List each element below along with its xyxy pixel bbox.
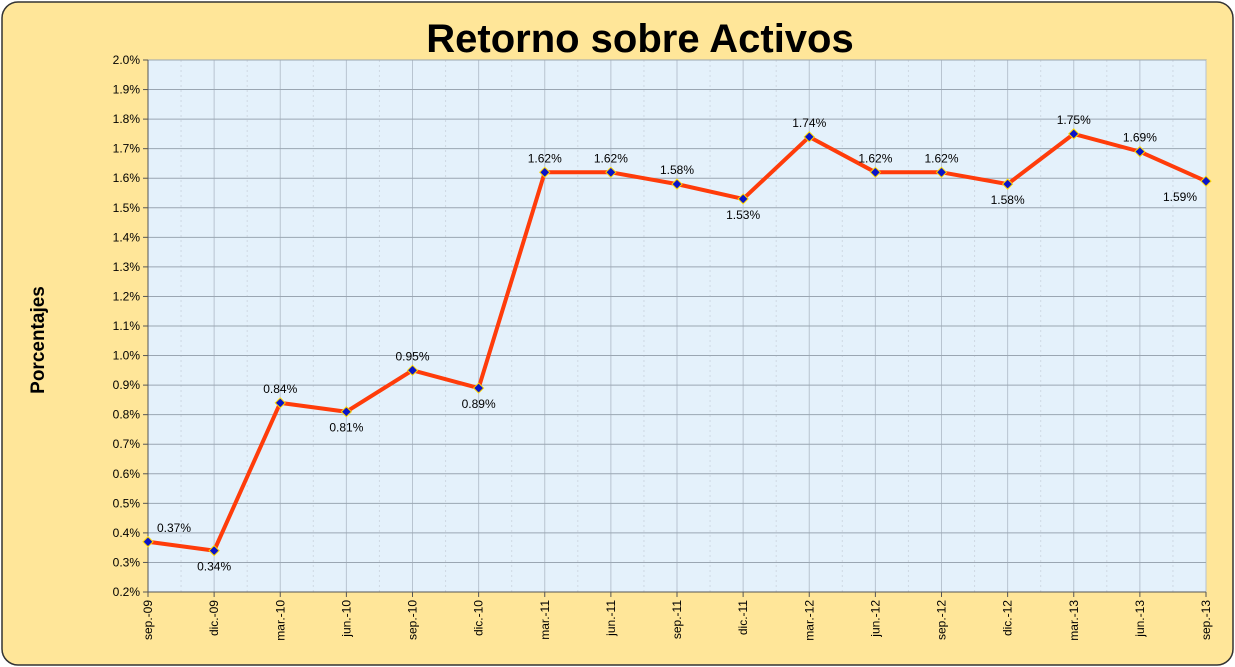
data-label: 1.62% (594, 151, 628, 165)
y-tick-label: 0.2% (113, 585, 141, 599)
data-label: 1.62% (858, 151, 892, 165)
y-tick-label: 0.3% (113, 555, 141, 569)
x-tick-label: jun.-11 (604, 600, 618, 637)
y-tick-label: 1.0% (113, 349, 141, 363)
data-label: 1.75% (1057, 113, 1091, 127)
chart-title: Retorno sobre Activos (426, 17, 853, 61)
data-marker (1001, 178, 1014, 190)
data-label: 0.37% (157, 521, 191, 535)
x-tick-label: sep.-11 (670, 600, 684, 639)
y-tick-label: 1.5% (113, 201, 141, 215)
data-label: 0.81% (329, 421, 363, 435)
data-marker (539, 166, 551, 179)
data-marker (340, 406, 353, 418)
y-tick-label: 0.8% (113, 408, 141, 422)
data-label: 0.34% (197, 560, 231, 574)
x-tick-label: sep.-09 (141, 600, 155, 640)
x-tick-label: dic.-11 (736, 600, 750, 635)
y-tick-label: 1.1% (113, 319, 141, 333)
y-tick-label: 0.9% (113, 378, 141, 392)
data-marker (671, 178, 683, 190)
data-label: 0.89% (462, 397, 496, 411)
y-axis-label: Porcentajes (28, 286, 49, 394)
data-label: 1.74% (792, 116, 826, 130)
data-label: 1.62% (924, 151, 958, 165)
y-tick-label: 1.6% (113, 171, 141, 185)
x-tick-label: sep.-12 (935, 600, 949, 640)
data-marker (605, 166, 617, 179)
y-tick-label: 0.7% (113, 437, 141, 451)
x-tick-label: mar.-11 (538, 600, 552, 640)
y-tick-label: 1.9% (113, 83, 141, 97)
x-tick-label: sep.-10 (406, 600, 420, 640)
data-label: 1.53% (726, 208, 760, 222)
x-tick-label: sep.-13 (1199, 600, 1213, 640)
y-tick-label: 1.4% (113, 230, 141, 244)
data-marker (142, 536, 154, 548)
data-label: 1.69% (1123, 131, 1157, 145)
y-tick-label: 1.3% (113, 260, 141, 274)
y-tick-label: 1.2% (113, 289, 141, 303)
data-marker (1200, 175, 1212, 187)
x-tick-label: dic.-10 (472, 600, 486, 636)
x-tick-label: mar.-13 (1067, 600, 1081, 641)
data-marker (472, 382, 485, 394)
data-label: 1.58% (660, 163, 694, 177)
data-marker (208, 544, 220, 557)
data-label: 0.95% (395, 349, 429, 363)
y-tick-label: 0.5% (113, 496, 141, 510)
data-marker (274, 397, 286, 409)
y-tick-label: 0.6% (113, 467, 141, 481)
y-tick-label: 0.4% (113, 526, 141, 540)
data-marker (1134, 145, 1146, 158)
y-tick-label: 2.0% (113, 53, 141, 67)
data-marker (737, 193, 749, 205)
data-marker (406, 364, 419, 377)
data-marker (1068, 128, 1080, 140)
y-tick-label: 1.7% (113, 142, 141, 156)
x-tick-label: dic.-09 (207, 600, 221, 636)
x-tick-label: mar.-10 (273, 600, 287, 641)
x-tick-label: dic.-12 (1001, 600, 1015, 636)
x-tick-label: jun.-12 (868, 600, 882, 638)
x-tick-label: mar.-12 (802, 600, 816, 641)
data-marker (869, 166, 882, 179)
x-tick-label: jun.-13 (1133, 600, 1147, 638)
y-tick-label: 1.8% (113, 112, 141, 126)
data-marker (803, 131, 815, 143)
data-label: 1.59% (1163, 190, 1197, 204)
data-marker (935, 166, 948, 179)
data-label: 1.62% (528, 151, 562, 165)
data-label: 1.58% (991, 193, 1025, 207)
x-tick-label: jun.-10 (339, 600, 353, 638)
data-label: 0.84% (263, 382, 297, 396)
